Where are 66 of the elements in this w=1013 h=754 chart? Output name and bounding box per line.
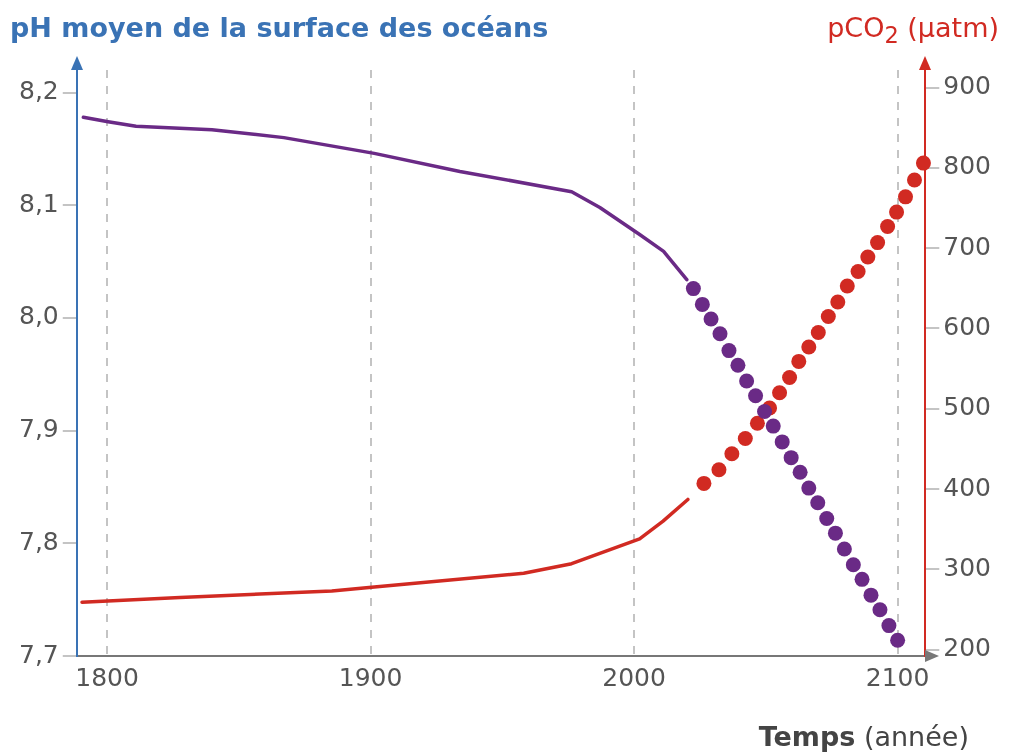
point: [696, 475, 712, 491]
y-tick-label: 8,2: [18, 76, 59, 106]
y2-tick-label: 300: [943, 552, 991, 582]
y-tick-label: 8,0: [18, 301, 59, 331]
point: [810, 325, 826, 340]
x-tick-label: 1900: [338, 662, 403, 692]
y2-axis-title: pCO$_{2}$ (µatm): [827, 12, 999, 49]
point: [915, 155, 931, 171]
point: [819, 511, 835, 527]
point: [872, 602, 888, 618]
point: [836, 541, 852, 557]
point: [880, 219, 896, 235]
y2-tick-label: 400: [943, 472, 991, 502]
point: [748, 388, 764, 404]
point: [703, 311, 719, 327]
y-axis-title: pH moyen de la surface des océans: [10, 12, 549, 43]
y-tick-label: 7,8: [18, 526, 59, 556]
x-tick-label: 2000: [602, 662, 666, 692]
point: [792, 464, 808, 480]
y-tick-label: 7,9: [18, 414, 59, 444]
point: [898, 189, 914, 205]
point: [721, 343, 737, 359]
point: [839, 278, 855, 294]
y-tick-label: 8,1: [18, 188, 59, 218]
y2-tick-label: 600: [943, 311, 991, 341]
point: [711, 462, 727, 478]
point: [906, 172, 922, 188]
point: [850, 263, 866, 279]
point: [791, 353, 807, 369]
point: [772, 385, 788, 401]
x-tick-label: 2100: [865, 662, 930, 692]
point: [757, 403, 773, 419]
point: [827, 525, 843, 541]
point: [881, 618, 897, 634]
point: [730, 357, 746, 373]
point: [783, 450, 799, 466]
point: [810, 495, 826, 511]
point: [685, 281, 701, 297]
point: [863, 587, 879, 603]
point: [737, 430, 753, 446]
point: [889, 204, 905, 220]
y2-tick-label: 500: [943, 392, 991, 422]
point: [845, 557, 861, 573]
point: [739, 373, 755, 389]
point: [860, 249, 876, 265]
point: [890, 632, 906, 648]
point: [694, 296, 710, 312]
point: [765, 418, 781, 434]
y2-tick-label: 800: [943, 151, 991, 181]
point: [774, 434, 790, 450]
y-tick-label: 7,7: [18, 639, 59, 669]
point: [749, 415, 765, 431]
point: [830, 294, 846, 310]
point: [801, 480, 817, 496]
point: [724, 446, 740, 462]
y2-tick-label: 900: [943, 71, 991, 101]
y2-tick-label: 200: [943, 633, 991, 663]
point: [870, 235, 886, 251]
point: [820, 308, 836, 324]
point: [801, 339, 817, 355]
y2-tick-label: 700: [943, 231, 991, 261]
x-axis-title: Temps (année): [758, 721, 969, 752]
point: [782, 369, 798, 385]
x-tick-label: 1800: [75, 662, 139, 692]
point: [854, 571, 870, 587]
point: [712, 326, 728, 342]
